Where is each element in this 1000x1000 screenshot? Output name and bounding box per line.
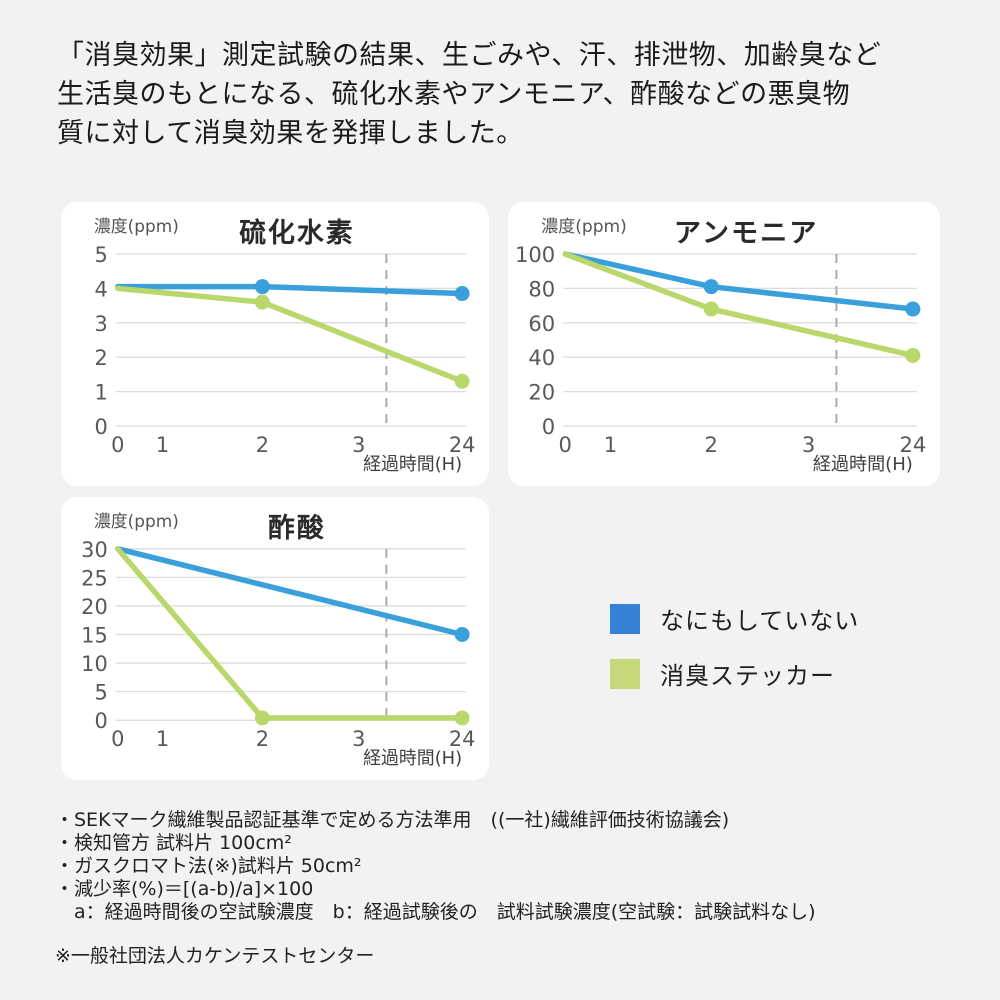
svg-text:1: 1 <box>156 433 169 457</box>
series-dot-0 <box>454 627 470 642</box>
svg-text:2: 2 <box>256 433 269 457</box>
svg-text:経過時間(H): 経過時間(H) <box>363 748 462 769</box>
gridlines <box>115 548 467 721</box>
svg-text:5: 5 <box>94 681 107 705</box>
heading-line-1: 「消臭効果」測定試験の結果、生ごみや、汗、排泄物、加齢臭など <box>57 40 882 71</box>
footnote-line-4: ・減少率(%)＝[(a-b)/a]×100 <box>55 878 314 900</box>
footnotes: ・SEKマーク繊維製品認証基準で定める方法準用 ((一社)繊維評価技術協議会) … <box>55 809 955 968</box>
svg-text:5: 5 <box>94 243 107 267</box>
legend: なにもしていない 消臭ステッカー <box>610 601 859 711</box>
series-dot-0 <box>454 286 470 302</box>
svg-text:0: 0 <box>111 433 124 457</box>
legend-item-untreated: なにもしていない <box>610 601 859 636</box>
legend-swatch-green <box>610 658 640 689</box>
svg-text:4: 4 <box>94 277 107 301</box>
gridlines <box>115 253 467 427</box>
chart-card-hydrogen-sulfide: 0 1 2 3 4 5 0 1 2 3 24 濃度(ppm) 硫化水素経過時間(H) <box>61 202 489 486</box>
svg-text:0: 0 <box>94 415 107 439</box>
svg-text:2: 2 <box>94 346 107 370</box>
footnote-line-1: ・SEKマーク繊維製品認証基準で定める方法準用 ((一社)繊維評価技術協議会) <box>55 809 730 831</box>
svg-text:アンモニア: アンモニア <box>674 218 819 249</box>
series-dot-1 <box>905 347 921 363</box>
svg-text:24: 24 <box>449 727 476 751</box>
svg-text:1: 1 <box>156 727 169 751</box>
svg-text:0: 0 <box>559 432 572 457</box>
series-dot-1 <box>703 301 719 317</box>
svg-text:20: 20 <box>528 380 555 405</box>
svg-text:15: 15 <box>81 623 108 647</box>
svg-text:経過時間(H): 経過時間(H) <box>813 454 913 475</box>
svg-text:経過時間(H): 経過時間(H) <box>363 454 462 475</box>
svg-text:3: 3 <box>802 432 815 457</box>
legend-swatch-blue <box>610 603 640 634</box>
svg-text:24: 24 <box>449 433 476 457</box>
series-dot-1 <box>454 710 470 726</box>
svg-text:3: 3 <box>352 433 365 457</box>
series-line-1 <box>114 285 465 385</box>
series-line-0 <box>562 251 916 312</box>
svg-text:1: 1 <box>604 432 617 457</box>
svg-text:2: 2 <box>705 432 718 457</box>
series-line-0 <box>114 546 465 638</box>
svg-text:濃度(ppm): 濃度(ppm) <box>94 511 179 531</box>
series-dot-0 <box>254 279 270 295</box>
svg-text:2: 2 <box>256 727 269 751</box>
footnote-line-5: a：経過時間後の空試験濃度 b：経過試験後の 試料試験濃度(空試験：試験試料なし… <box>55 901 816 923</box>
gridlines <box>563 253 917 427</box>
chart-card-ammonia: 0 20 40 60 80 100 0 1 2 3 24 濃度(ppm) アンモニア経過時間(H) <box>508 202 940 486</box>
series-dot-0 <box>905 301 921 317</box>
svg-text:40: 40 <box>528 345 555 370</box>
svg-text:0: 0 <box>542 414 555 439</box>
svg-text:30: 30 <box>81 538 108 562</box>
svg-text:20: 20 <box>81 595 108 619</box>
svg-text:100: 100 <box>515 242 555 267</box>
page-heading: 「消臭効果」測定試験の結果、生ごみや、汗、排泄物、加齢臭など 生活臭のもとになる… <box>57 36 967 153</box>
svg-text:80: 80 <box>528 276 555 301</box>
svg-text:25: 25 <box>81 566 108 590</box>
svg-text:濃度(ppm): 濃度(ppm) <box>94 216 179 236</box>
svg-text:3: 3 <box>352 727 365 751</box>
svg-text:酢酸: 酢酸 <box>268 513 326 544</box>
svg-text:1: 1 <box>94 381 107 405</box>
svg-text:硫化水素: 硫化水素 <box>239 217 354 249</box>
svg-text:0: 0 <box>111 727 124 751</box>
svg-text:3: 3 <box>94 312 107 336</box>
series-dot-0 <box>703 279 719 295</box>
footnote-line-2: ・検知管方 試料片 100cm² <box>55 832 292 854</box>
legend-label-deodorant-sticker: 消臭ステッカー <box>660 662 835 690</box>
series-dot-1 <box>254 710 270 726</box>
svg-text:10: 10 <box>81 652 108 676</box>
svg-text:24: 24 <box>899 432 926 457</box>
heading-line-2: 生活臭のもとになる、硫化水素やアンモニア、酢酸などの悪臭物 <box>57 79 851 110</box>
chart-card-acetic-acid: 0 5 10 15 20 25 30 0 1 2 3 24 濃度(ppm) 酢酸 経過時間(H) <box>61 497 489 780</box>
heading-line-3: 質に対して消臭効果を発揮しました。 <box>57 118 524 149</box>
legend-item-deodorant-sticker: 消臭ステッカー <box>610 656 859 691</box>
svg-text:60: 60 <box>528 311 555 336</box>
svg-text:0: 0 <box>94 709 107 733</box>
footnote-testcenter: ※一般社団法人カケンテストセンター <box>55 945 375 967</box>
series-dot-1 <box>254 294 270 310</box>
legend-label-untreated: なにもしていない <box>660 607 860 635</box>
series-dot-1 <box>454 373 470 389</box>
svg-text:濃度(ppm): 濃度(ppm) <box>541 217 627 237</box>
footnote-line-3: ・ガスクロマト法(※)試料片 50cm² <box>55 855 362 877</box>
series-line-1 <box>114 546 465 721</box>
